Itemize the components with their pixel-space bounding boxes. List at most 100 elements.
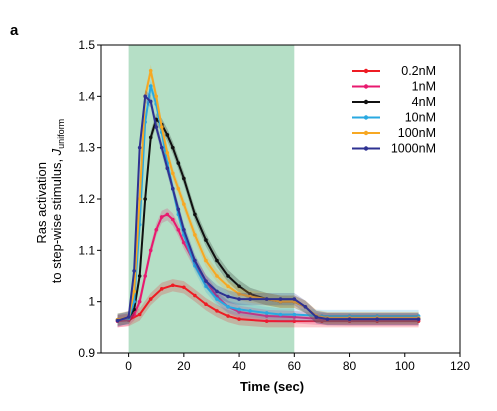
series-band-10nM (117, 79, 419, 326)
data-point-100nM (278, 299, 283, 304)
data-point-1000nM (278, 297, 283, 301)
data-point-1000nM (325, 317, 330, 321)
data-point-0.2nM (226, 314, 230, 318)
y-axis-title-text: to step-wise stimulus, (49, 155, 64, 283)
data-point-1nM (264, 314, 269, 318)
data-point-10nM (148, 84, 153, 88)
data-point-100nM (193, 233, 197, 237)
data-point-100nM (248, 294, 252, 299)
data-point-1000nM (137, 145, 142, 150)
data-point-4nM (182, 176, 186, 181)
data-point-4nM (237, 284, 241, 289)
legend-label-0.2nM: 0.2nM (401, 64, 436, 78)
data-point-100nM (132, 289, 136, 294)
data-point-10nM (215, 297, 219, 301)
data-point-100nM (226, 284, 230, 289)
y-axis-title-subscript: uniform (56, 119, 66, 149)
legend-marker-1nM (363, 84, 369, 89)
data-point-1000nM (126, 315, 131, 319)
x-axis-title: Time (sec) (240, 379, 304, 394)
y-tick-label: 1 (88, 295, 95, 309)
legend-marker-0.2nM (363, 68, 369, 74)
data-point-4nM (215, 258, 219, 263)
data-point-1000nM (375, 317, 379, 321)
y-tick-label: 1.5 (78, 38, 95, 52)
data-point-0.2nM (137, 312, 142, 317)
data-point-0.2nM (264, 319, 269, 323)
data-point-1nM (176, 228, 181, 232)
data-point-100nM (215, 274, 219, 278)
data-point-10nM (226, 305, 230, 309)
y-tick-label: 1.3 (78, 141, 95, 155)
y-axis-title-symbol: J (49, 148, 64, 156)
data-point-4nM (165, 133, 170, 137)
legend-label-100nM: 100nM (398, 126, 436, 140)
data-point-1000nM (132, 269, 136, 273)
data-point-1nM (165, 212, 170, 217)
data-point-1nM (132, 312, 136, 317)
data-point-1000nM (264, 297, 269, 301)
data-point-4nM (176, 161, 181, 165)
axis-layer: 0 20 40 60 80 100 120 0.9 1 1.1 1.2 1.3 1.4 1.5 (78, 38, 470, 373)
data-point-1000nM (176, 207, 181, 212)
data-point-1000nM (115, 318, 120, 323)
data-point-100nM (137, 197, 142, 201)
data-point-100nM (182, 202, 186, 206)
data-point-1000nM (215, 289, 219, 294)
series-layer (115, 64, 421, 328)
y-tick-label: 0.9 (78, 346, 95, 360)
data-point-100nM (159, 125, 164, 129)
series-1000nM (115, 90, 421, 327)
data-point-1nM (182, 240, 186, 245)
x-tick-label: 20 (177, 359, 191, 373)
legend-label-10nM: 10nM (405, 111, 436, 125)
data-point-1000nM (143, 94, 147, 99)
x-tick-label: 120 (450, 359, 470, 373)
series-band-100nM (117, 64, 419, 326)
y-axis-title-line2: to step-wise stimulus, Juniform (49, 119, 66, 283)
y-tick-label: 1.4 (78, 89, 95, 103)
data-point-100nM (165, 151, 170, 155)
y-axis-title-line1: Ras activation (34, 162, 49, 244)
data-point-10nM (237, 307, 241, 312)
data-point-10nM (204, 284, 208, 289)
data-point-1000nM (171, 186, 175, 191)
data-point-1000nM (416, 317, 421, 321)
data-point-10nM (278, 312, 283, 317)
legend-label-1000nM: 1000nM (391, 142, 436, 156)
data-point-1000nM (154, 125, 159, 129)
data-point-100nM (148, 68, 153, 73)
data-point-1000nM (204, 279, 208, 283)
data-point-0.2nM (193, 293, 197, 298)
data-point-0.2nM (215, 309, 219, 313)
x-tick-label: 100 (395, 359, 415, 373)
x-tick-label: 80 (343, 359, 357, 373)
data-point-0.2nM (204, 302, 208, 307)
data-point-1000nM (237, 297, 241, 301)
data-point-1nM (137, 299, 142, 304)
data-point-4nM (143, 197, 147, 201)
data-point-1000nM (347, 317, 352, 321)
data-point-0.2nM (237, 317, 241, 321)
data-point-10nM (264, 311, 269, 315)
data-point-4nM (137, 274, 142, 278)
legend-marker-10nM (363, 115, 369, 120)
x-tick-label: 60 (288, 359, 302, 373)
data-point-1000nM (248, 297, 252, 301)
data-point-1000nM (314, 315, 319, 319)
legend-marker-4nM (363, 99, 369, 105)
legend-label-1nM: 1nM (412, 80, 436, 94)
data-point-0.2nM (148, 297, 153, 301)
data-point-10nM (193, 263, 197, 268)
data-point-1000nM (292, 297, 297, 301)
data-point-1000nM (165, 166, 170, 170)
data-point-1nM (148, 248, 153, 253)
data-point-10nM (132, 299, 136, 304)
y-tick-label: 1.1 (78, 243, 95, 257)
data-point-1000nM (159, 145, 164, 150)
data-point-10nM (292, 312, 297, 317)
data-point-1nM (171, 217, 175, 222)
data-point-0.2nM (159, 287, 164, 291)
